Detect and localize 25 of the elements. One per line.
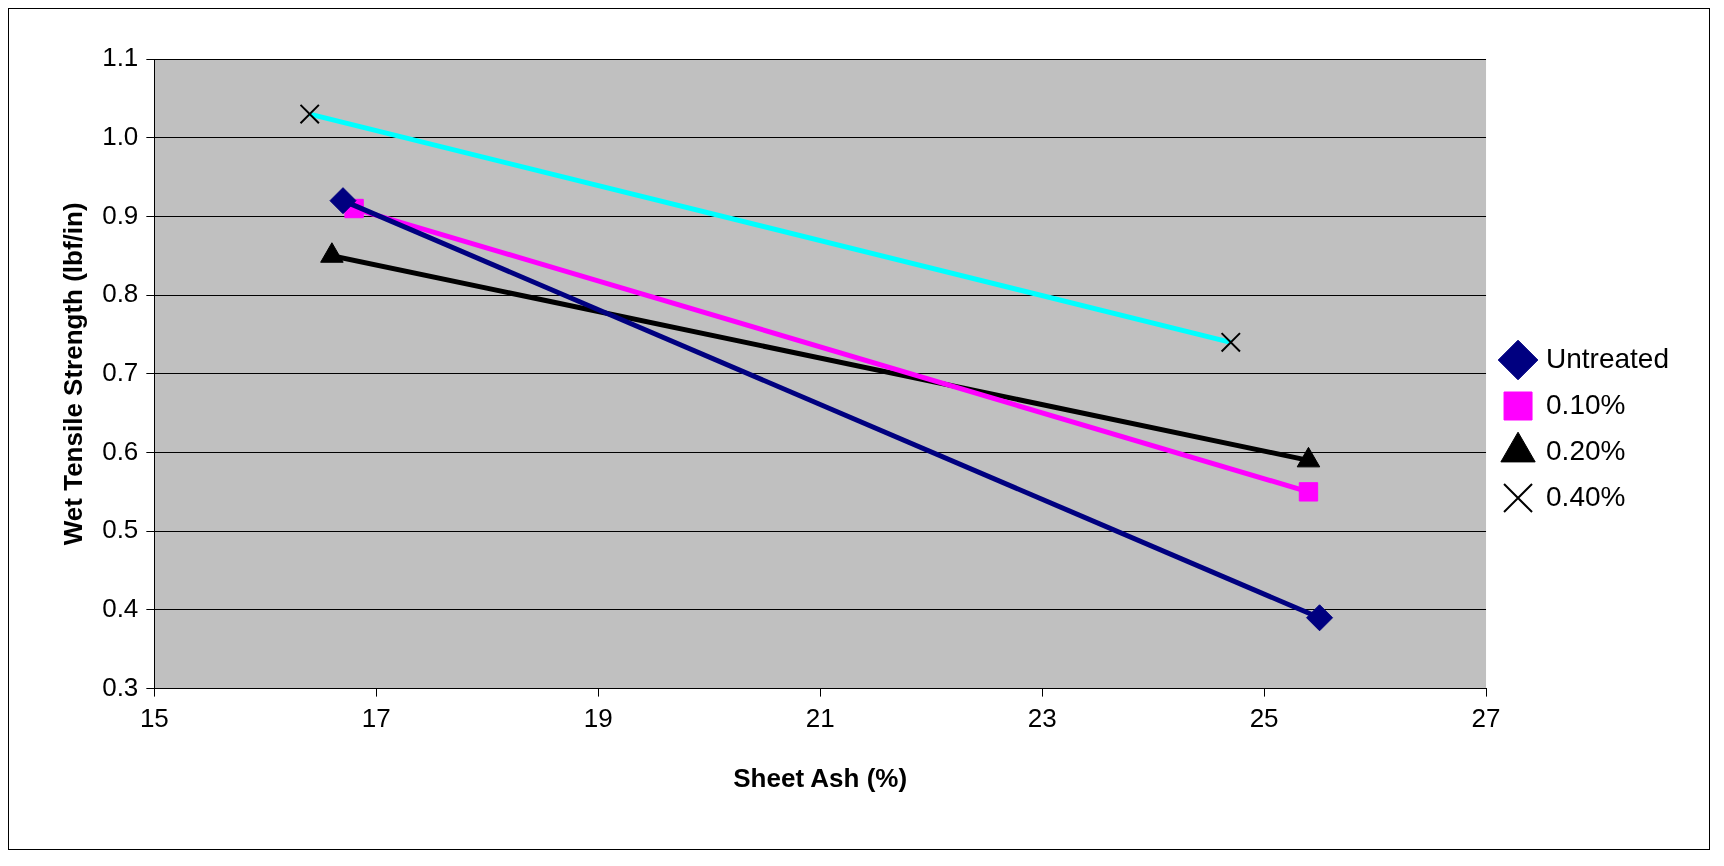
legend-label: Untreated [1546,342,1669,374]
y-tick-label: 0.6 [102,435,139,466]
x-tick-label: 21 [805,703,835,734]
point [1298,482,1319,502]
y-axis-title: Wet Tensile Strength (lbf/in) [57,202,88,546]
legend-label: 0.40% [1546,480,1626,512]
point [1306,604,1334,632]
y-tick-label: 0.7 [102,356,139,387]
y-tick-label: 1.0 [102,120,139,151]
x-tick-label: 15 [139,703,169,734]
x-tick-label: 25 [1249,703,1279,734]
x-tick-label: 27 [1471,703,1501,734]
y-tick-label: 0.8 [102,278,139,309]
legend-label: 0.20% [1546,434,1626,466]
point [329,187,357,215]
y-tick-label: 0.9 [102,199,139,230]
y-tick-label: 0.5 [102,514,139,545]
legend-label: 0.10% [1546,388,1626,420]
y-tick-label: 1.1 [102,42,139,73]
x-tick-label: 17 [361,703,391,734]
y-tick-label: 0.3 [102,671,139,702]
y-tick-label: 0.4 [102,593,139,624]
x-tick-label: 19 [583,703,613,734]
x-axis-title: Sheet Ash (%) [733,762,908,793]
x-tick-label: 23 [1027,703,1057,734]
